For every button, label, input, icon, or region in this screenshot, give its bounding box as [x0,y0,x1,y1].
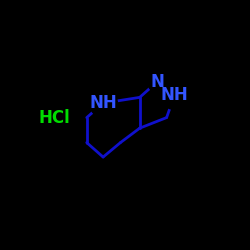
Text: N: N [150,73,164,91]
Text: NH: NH [89,94,117,112]
Text: NH: NH [160,86,188,104]
Text: HCl: HCl [38,108,70,126]
